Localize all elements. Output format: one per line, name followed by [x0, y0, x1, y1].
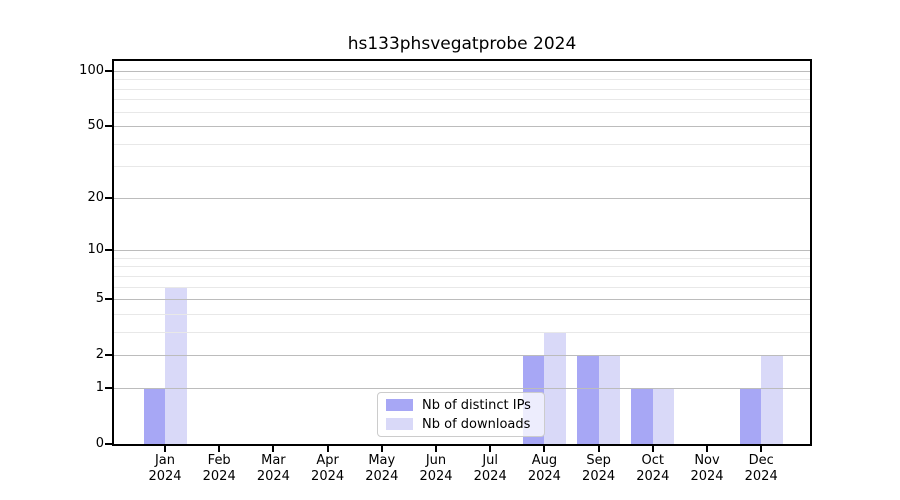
- gridline-major: [114, 299, 810, 301]
- gridline-major: [114, 126, 810, 128]
- y-tick-label: 5: [95, 291, 104, 307]
- bar-distinct-ips: [739, 387, 762, 444]
- y-tick-label: 10: [87, 242, 104, 258]
- y-tick-label: 0: [95, 436, 104, 451]
- gridline-major: [114, 71, 810, 72]
- bar-distinct-ips: [143, 387, 165, 444]
- gridline-minor: [114, 313, 810, 315]
- bar-distinct-ips: [577, 355, 599, 444]
- x-tick-mark: [272, 446, 275, 452]
- legend-swatch-distinct-ips: [386, 399, 413, 411]
- bar-downloads: [165, 286, 187, 444]
- x-tick-label: Apr 2024: [311, 453, 345, 484]
- x-tick-mark: [489, 446, 492, 452]
- gridline-minor: [114, 99, 810, 101]
- y-tick-mark: [105, 443, 112, 445]
- x-tick-mark: [706, 446, 708, 452]
- y-tick-mark: [105, 354, 112, 357]
- x-tick-label: Nov 2024: [690, 453, 724, 484]
- y-tick-mark: [105, 386, 112, 389]
- gridline-minor: [114, 111, 810, 113]
- chart-title: hs133phsvegatprobe 2024: [347, 34, 577, 54]
- y-tick-mark: [105, 249, 112, 252]
- x-tick-mark: [326, 446, 329, 452]
- x-tick-label: Mar 2024: [256, 453, 290, 484]
- y-tick-label: 2: [95, 347, 104, 363]
- x-tick-label: Jan 2024: [148, 453, 182, 484]
- legend-item-downloads: Nb of downloads: [386, 417, 536, 432]
- x-tick-label: Feb 2024: [202, 453, 236, 484]
- gridline-minor: [114, 143, 810, 145]
- gridline-minor: [114, 275, 810, 277]
- gridline-minor: [114, 166, 810, 168]
- gridline-minor: [114, 79, 810, 81]
- x-tick-label: Sep 2024: [582, 453, 616, 484]
- y-tick-mark: [105, 125, 112, 128]
- y-tick-label: 1: [95, 379, 104, 395]
- bar-downloads: [761, 355, 783, 444]
- x-tick-mark: [380, 446, 383, 452]
- y-tick-mark: [105, 196, 112, 199]
- gridline-major: [114, 355, 810, 357]
- x-tick-mark: [543, 446, 546, 452]
- legend-swatch-downloads: [386, 418, 413, 430]
- y-tick-label: 50: [87, 118, 104, 134]
- x-tick-label: Jun 2024: [419, 453, 453, 484]
- x-tick-mark: [651, 446, 654, 452]
- gridline-minor: [114, 266, 810, 268]
- x-tick-label: Dec 2024: [744, 453, 778, 484]
- bar-downloads: [598, 355, 621, 444]
- legend-item-distinct-ips: Nb of distinct IPs: [386, 398, 536, 413]
- legend: Nb of distinct IPs Nb of downloads: [377, 392, 545, 437]
- y-tick-mark: [105, 70, 112, 72]
- gridline-minor: [114, 331, 810, 333]
- gridline-major: [114, 197, 810, 199]
- x-tick-label: Aug 2024: [527, 453, 561, 484]
- gridline-major: [114, 250, 810, 252]
- legend-label-distinct-ips: Nb of distinct IPs: [422, 397, 531, 413]
- x-tick-mark: [760, 446, 763, 452]
- x-tick-mark: [218, 446, 221, 452]
- plot-inner: [114, 61, 810, 444]
- legend-label-downloads: Nb of downloads: [422, 416, 531, 432]
- bar-distinct-ips: [631, 387, 653, 444]
- gridline-minor: [114, 286, 810, 288]
- x-tick-label: Oct 2024: [636, 453, 670, 484]
- bar-downloads: [652, 387, 675, 444]
- x-tick-label: Jul 2024: [473, 453, 507, 484]
- gridline-major: [114, 387, 810, 389]
- y-tick-label: 20: [87, 189, 104, 205]
- x-tick-mark: [164, 446, 166, 452]
- x-tick-mark: [435, 446, 437, 452]
- x-tick-mark: [597, 446, 600, 452]
- gridline-minor: [114, 88, 810, 90]
- x-tick-label: May 2024: [365, 453, 399, 484]
- gridline-minor: [114, 257, 810, 259]
- plot-area: [112, 59, 812, 446]
- y-tick-mark: [105, 298, 112, 301]
- y-tick-label: 100: [79, 63, 104, 78]
